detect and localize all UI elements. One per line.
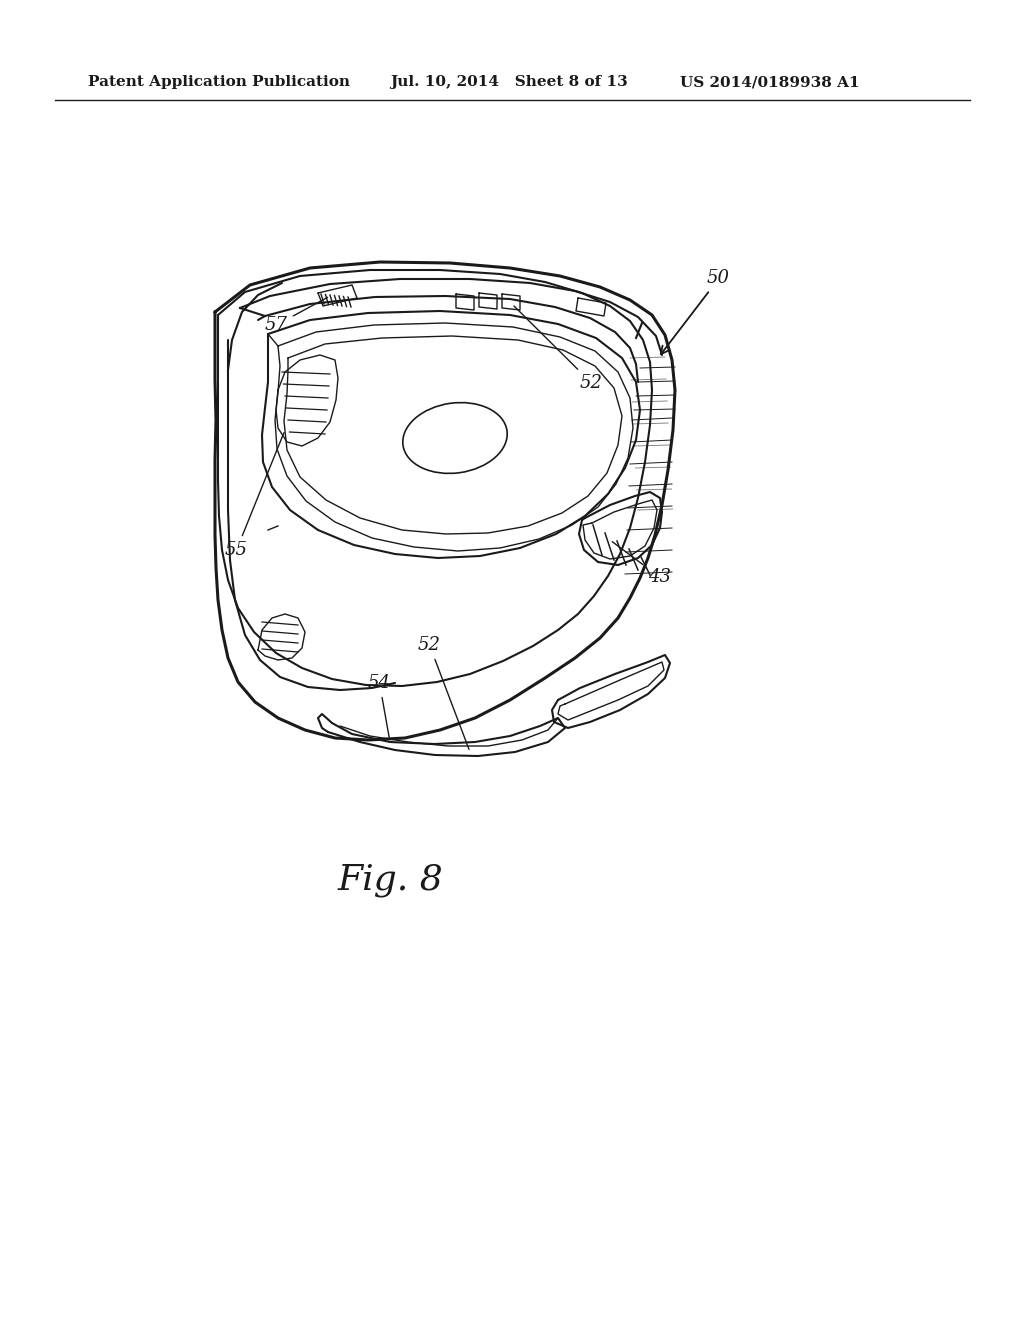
- Text: 52: 52: [514, 306, 603, 392]
- Text: 55: 55: [225, 433, 284, 558]
- Text: 43: 43: [612, 541, 671, 586]
- Text: US 2014/0189938 A1: US 2014/0189938 A1: [680, 75, 859, 88]
- Text: Patent Application Publication: Patent Application Publication: [88, 75, 350, 88]
- Text: Jul. 10, 2014   Sheet 8 of 13: Jul. 10, 2014 Sheet 8 of 13: [390, 75, 628, 88]
- Text: 54: 54: [368, 675, 391, 739]
- Text: 57: 57: [265, 297, 328, 334]
- Text: 52: 52: [418, 636, 469, 750]
- Text: Fig. 8: Fig. 8: [337, 863, 442, 898]
- Text: 50: 50: [707, 269, 729, 286]
